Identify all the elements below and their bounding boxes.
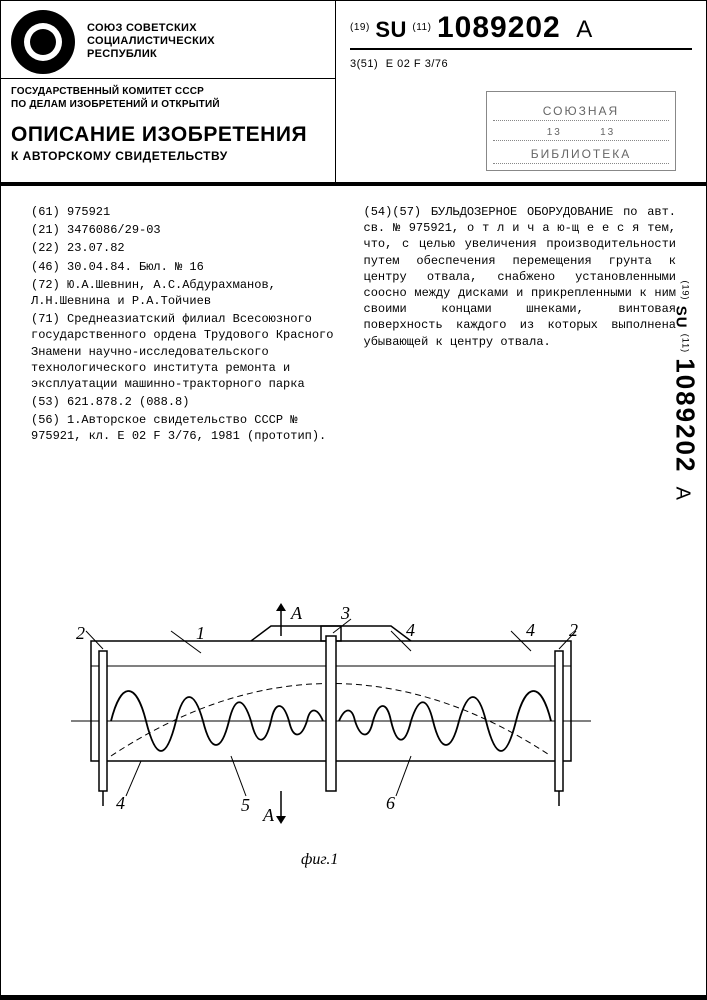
committee-text: ГОСУДАРСТВЕННЫЙ КОМИТЕТ СССР ПО ДЕЛАМ ИЗ… bbox=[1, 79, 335, 117]
stamp-line-3: БИБЛИОТЕКА bbox=[493, 145, 669, 164]
description-subtitle: К АВТОРСКОМУ СВИДЕТЕЛЬСТВУ bbox=[1, 149, 335, 169]
header-right-block: (19) SU (11) 1089202 A 3(51) E 02 F 3/76… bbox=[336, 1, 706, 182]
figure-area: A A 1 2 2 3 4 4 4 5 6 фиг.1 bbox=[1, 561, 706, 971]
section-mark-bottom: A bbox=[262, 805, 275, 825]
callout-4-top-right: 4 bbox=[526, 620, 535, 640]
callout-4-top: 4 bbox=[406, 620, 415, 640]
country-code: SU bbox=[375, 17, 407, 42]
field-46: (46) 30.04.84. Бюл. № 16 bbox=[31, 259, 344, 275]
side-number-value: 1089202 bbox=[670, 358, 700, 473]
document-header: СОЮЗ СОВЕТСКИХ СОЦИАЛИСТИЧЕСКИХ РЕСПУБЛИ… bbox=[1, 1, 706, 186]
right-column: (54)(57) БУЛЬДОЗЕРНОЕ ОБОРУДОВАНИЕ по ав… bbox=[354, 204, 687, 447]
field-21: (21) 3476086/29-03 bbox=[31, 222, 344, 238]
page: СОЮЗ СОВЕТСКИХ СОЦИАЛИСТИЧЕСКИХ РЕСПУБЛИ… bbox=[0, 0, 707, 1000]
doc-suffix: A bbox=[576, 16, 593, 43]
callout-1: 1 bbox=[196, 623, 205, 643]
document-number-line: (19) SU (11) 1089202 A bbox=[350, 11, 692, 50]
callout-4-bottom: 4 bbox=[116, 793, 125, 813]
union-text: СОЮЗ СОВЕТСКИХ СОЦИАЛИСТИЧЕСКИХ РЕСПУБЛИ… bbox=[87, 22, 215, 62]
doc-number: 1089202 bbox=[437, 11, 561, 44]
header-left-block: СОЮЗ СОВЕТСКИХ СОЦИАЛИСТИЧЕСКИХ РЕСПУБЛИ… bbox=[1, 1, 336, 182]
stamp-line-1: СОЮЗНАЯ bbox=[493, 102, 669, 121]
field-71: (71) Среднеазиатский филиал Всесоюзного … bbox=[31, 311, 344, 392]
country-code-label: (19) bbox=[350, 22, 370, 33]
side-document-number: (19) SU (11) 1089202 A bbox=[669, 281, 700, 501]
callout-2-left: 2 bbox=[76, 623, 85, 643]
field-56: (56) 1.Авторское свидетельство СССР № 97… bbox=[31, 412, 344, 444]
field-72: (72) Ю.А.Шевнин, А.С.Абдурахманов, Л.Н.Ш… bbox=[31, 277, 344, 309]
field-61: (61) 975921 bbox=[31, 204, 344, 220]
callout-5: 5 bbox=[241, 795, 250, 815]
bottom-rule bbox=[1, 995, 706, 999]
emblem-row: СОЮЗ СОВЕТСКИХ СОЦИАЛИСТИЧЕСКИХ РЕСПУБЛИ… bbox=[1, 1, 335, 79]
document-body: (61) 975921 (21) 3476086/29-03 (22) 23.0… bbox=[1, 186, 706, 457]
callout-2-right: 2 bbox=[569, 620, 578, 640]
side-num-label: (11) bbox=[680, 334, 690, 353]
left-column: (61) 975921 (21) 3476086/29-03 (22) 23.0… bbox=[21, 204, 354, 447]
classification-code: E 02 F 3/76 bbox=[386, 58, 448, 70]
description-title: ОПИСАНИЕ ИЗОБРЕТЕНИЯ bbox=[1, 117, 335, 149]
field-53: (53) 621.878.2 (088.8) bbox=[31, 394, 344, 410]
side-prefix: SU bbox=[672, 306, 689, 329]
section-mark-top: A bbox=[290, 603, 303, 623]
callout-3: 3 bbox=[340, 603, 350, 623]
callout-6: 6 bbox=[386, 793, 395, 813]
stamp-line-2: 13 13 bbox=[493, 125, 669, 141]
side-suffix: A bbox=[671, 487, 693, 501]
ussr-emblem-icon bbox=[11, 10, 75, 74]
field-22: (22) 23.07.82 bbox=[31, 240, 344, 256]
figure-1-drawing: A A 1 2 2 3 4 4 4 5 6 bbox=[51, 581, 611, 861]
doc-num-label: (11) bbox=[412, 22, 431, 33]
side-prefix-label: (19) bbox=[680, 281, 690, 301]
classification-label: 3(51) bbox=[350, 58, 378, 70]
figure-label: фиг.1 bbox=[301, 851, 338, 869]
abstract-text: (54)(57) БУЛЬДОЗЕРНОЕ ОБОРУДОВАНИЕ по ав… bbox=[364, 204, 677, 350]
classification-line: 3(51) E 02 F 3/76 bbox=[350, 58, 692, 70]
library-stamp: СОЮЗНАЯ 13 13 БИБЛИОТЕКА bbox=[486, 91, 676, 171]
